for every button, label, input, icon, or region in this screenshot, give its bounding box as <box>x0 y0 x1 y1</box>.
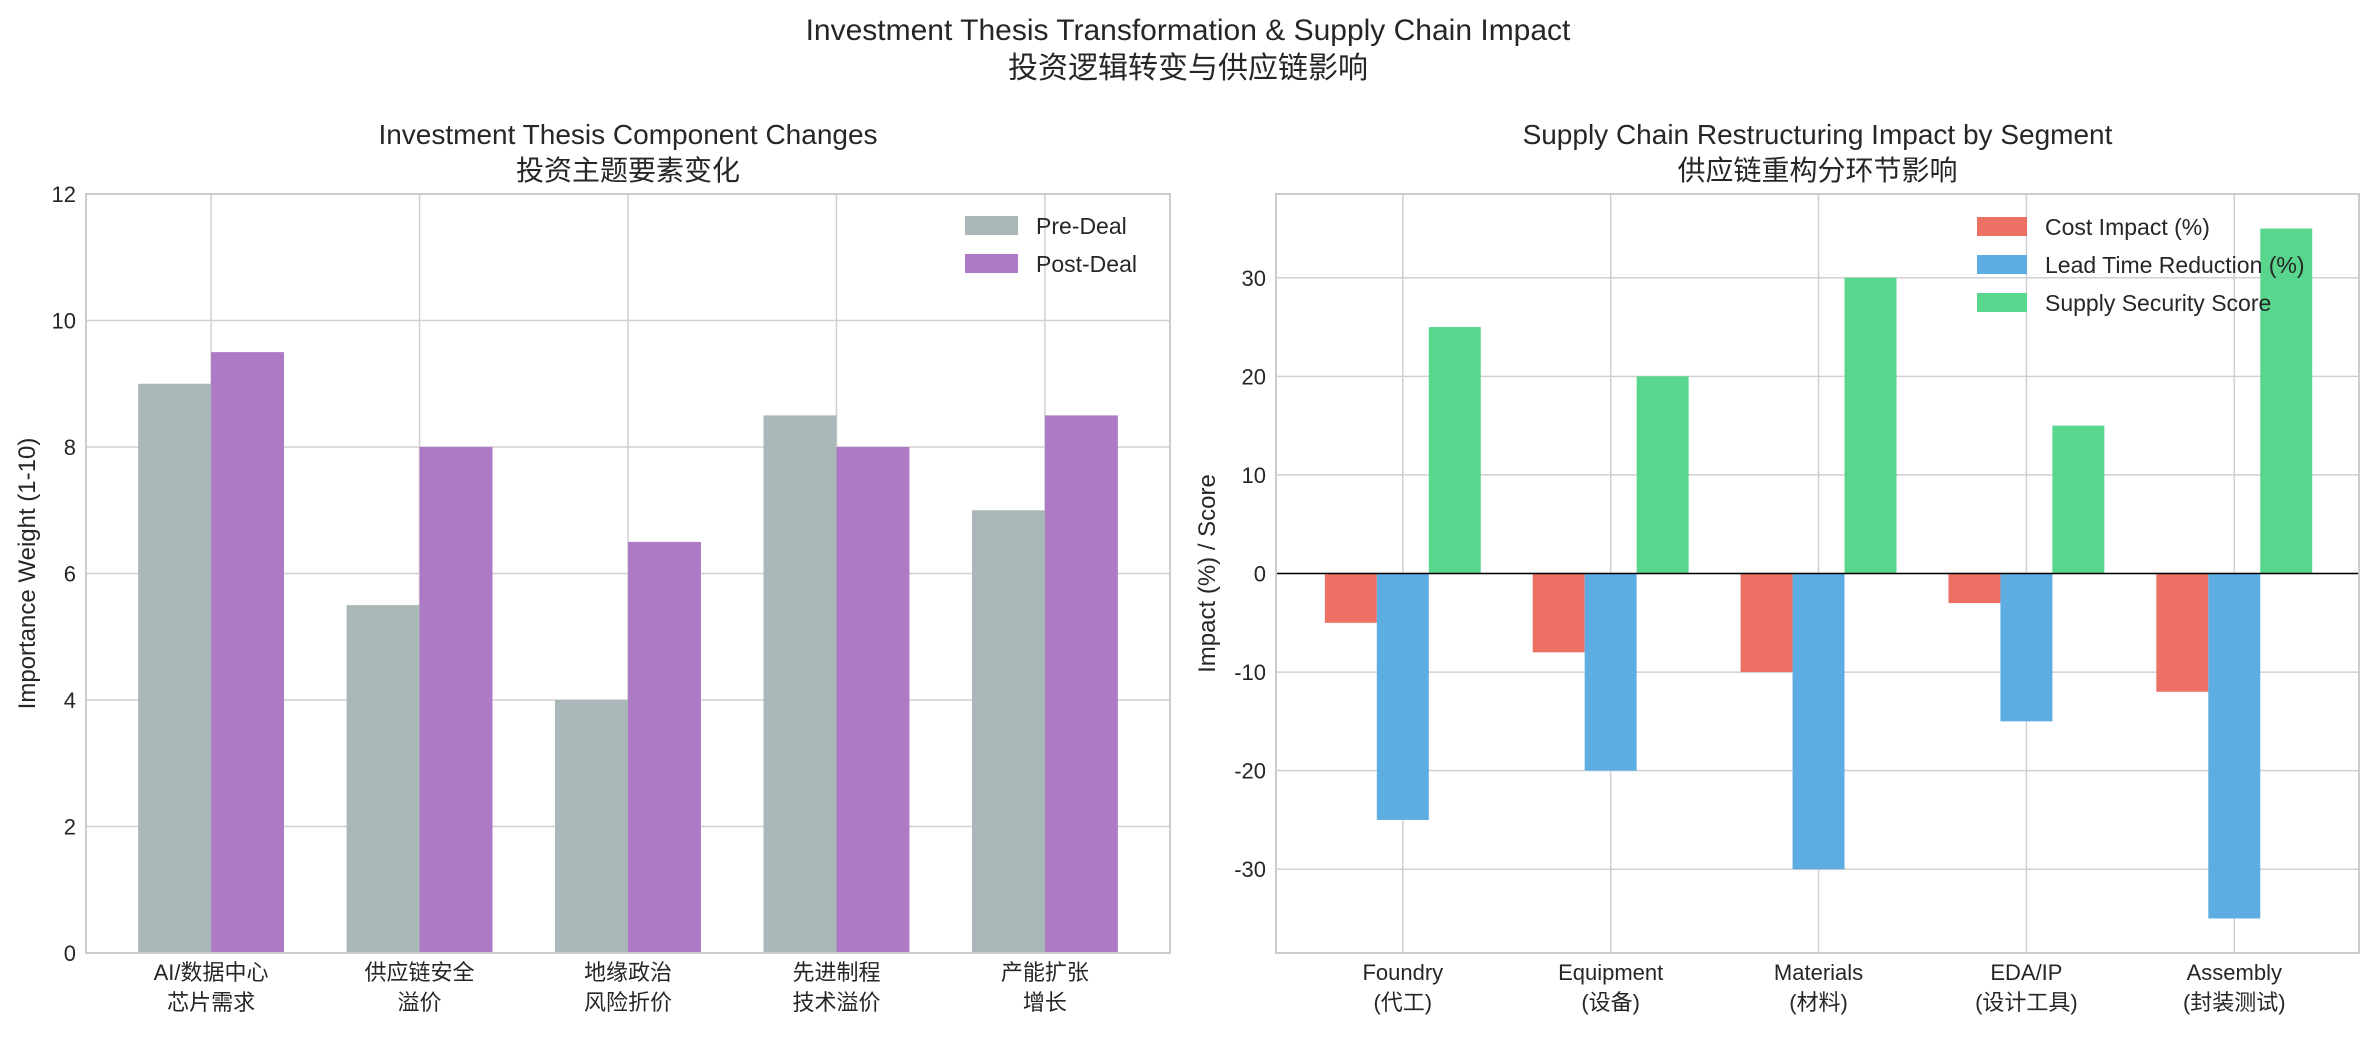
bar-supply-security-score <box>1428 327 1481 574</box>
x-tick-label: (材料) <box>1789 990 1848 1015</box>
x-tick-label: (设备) <box>1581 990 1640 1015</box>
suptitle-zh: 投资逻辑转变与供应链影响 <box>1008 52 1368 85</box>
x-tick-label: EDA/IP <box>1990 960 2062 985</box>
x-tick-label: 风险折价 <box>584 990 672 1015</box>
chart-title-zh: 投资主题要素变化 <box>516 155 740 186</box>
bar-cost-impact <box>1948 573 2001 604</box>
x-tick-label: (封装测试) <box>2183 990 2286 1015</box>
plot-frame <box>1275 193 2360 954</box>
bar-pre-deal <box>555 700 628 953</box>
y-tick-label: 30 <box>1242 266 1266 291</box>
bar-post-deal <box>1044 415 1118 953</box>
right-chart: Supply Chain Restructuring Impact by Seg… <box>1194 119 2360 1015</box>
legend-swatch <box>1977 217 2027 236</box>
x-tick-label: Equipment <box>1558 960 1663 985</box>
y-tick-label: -10 <box>1234 660 1266 685</box>
y-tick-label: 20 <box>1242 364 1266 389</box>
bar-lead-time-reduction <box>1376 573 1429 820</box>
bar-post-deal <box>211 352 285 953</box>
chart-title-zh: 供应链重构分环节影响 <box>1677 155 1957 186</box>
y-tick-label: -30 <box>1234 857 1266 882</box>
bar-post-deal <box>836 447 910 953</box>
y-tick-label: 0 <box>1254 562 1266 587</box>
bar-cost-impact <box>1324 573 1377 623</box>
legend-label: Supply Security Score <box>2045 290 2271 316</box>
x-tick-label: (设计工具) <box>1975 990 2078 1015</box>
x-tick-label: AI/数据中心 <box>154 960 269 985</box>
y-tick-label: 0 <box>64 941 76 966</box>
legend-label: Pre-Deal <box>1036 213 1127 239</box>
x-tick-label: Foundry <box>1362 960 1443 985</box>
y-tick-label: 10 <box>1242 463 1266 488</box>
x-tick-label: Materials <box>1774 960 1863 985</box>
x-tick-label: 地缘政治 <box>584 960 672 985</box>
y-tick-label: 6 <box>64 562 76 587</box>
x-tick-label: 芯片需求 <box>167 990 255 1015</box>
bar-pre-deal <box>971 510 1045 953</box>
bar-pre-deal <box>346 605 420 953</box>
y-tick-label: 2 <box>64 815 76 840</box>
legend-swatch <box>965 216 1018 235</box>
bar-lead-time-reduction <box>2000 573 2053 722</box>
y-tick-label: 4 <box>64 688 76 713</box>
legend-label: Post-Deal <box>1036 251 1137 277</box>
x-tick-label: (代工) <box>1373 990 1432 1015</box>
bar-post-deal <box>419 447 493 953</box>
bar-supply-security-score <box>2260 228 2313 574</box>
x-tick-label: 技术溢价 <box>792 990 880 1015</box>
bar-pre-deal <box>763 415 837 953</box>
bar-cost-impact <box>2156 573 2209 692</box>
legend-label: Cost Impact (%) <box>2045 214 2210 240</box>
bar-lead-time-reduction <box>1584 573 1637 771</box>
chart-title-en: Supply Chain Restructuring Impact by Seg… <box>1523 119 2113 150</box>
x-tick-label: 溢价 <box>398 990 442 1015</box>
legend-swatch <box>1977 293 2027 312</box>
bar-supply-security-score <box>1844 277 1897 574</box>
x-tick-label: 产能扩张 <box>1001 960 1089 985</box>
bar-lead-time-reduction <box>1792 573 1845 870</box>
x-tick-label: 增长 <box>1023 990 1067 1015</box>
bar-cost-impact <box>1532 573 1585 653</box>
legend-swatch <box>1977 255 2027 274</box>
bar-lead-time-reduction <box>2208 573 2261 919</box>
x-tick-label: Assembly <box>2187 960 2282 985</box>
suptitle-en: Investment Thesis Transformation & Suppl… <box>806 14 1571 47</box>
y-tick-label: 10 <box>52 309 76 334</box>
y-axis-label: Importance Weight (1-10) <box>14 438 41 710</box>
x-tick-label: 先进制程 <box>792 960 880 985</box>
bar-cost-impact <box>1740 573 1793 673</box>
y-axis-label: Impact (%) / Score <box>1194 474 1221 673</box>
bar-supply-security-score <box>2052 425 2105 574</box>
chart-title-en: Investment Thesis Component Changes <box>378 119 877 150</box>
bar-post-deal <box>628 541 701 953</box>
plot-frame <box>85 193 1171 954</box>
y-tick-label: 12 <box>52 182 76 207</box>
left-chart: Investment Thesis Component Changes 投资主题要… <box>14 119 1171 1015</box>
y-tick-label: 8 <box>64 435 76 460</box>
bar-supply-security-score <box>1636 376 1689 574</box>
legend-swatch <box>965 254 1018 273</box>
bar-pre-deal <box>138 383 212 953</box>
x-tick-label: 供应链安全 <box>365 960 475 985</box>
legend-label: Lead Time Reduction (%) <box>2045 252 2305 278</box>
y-tick-label: -20 <box>1234 759 1266 784</box>
